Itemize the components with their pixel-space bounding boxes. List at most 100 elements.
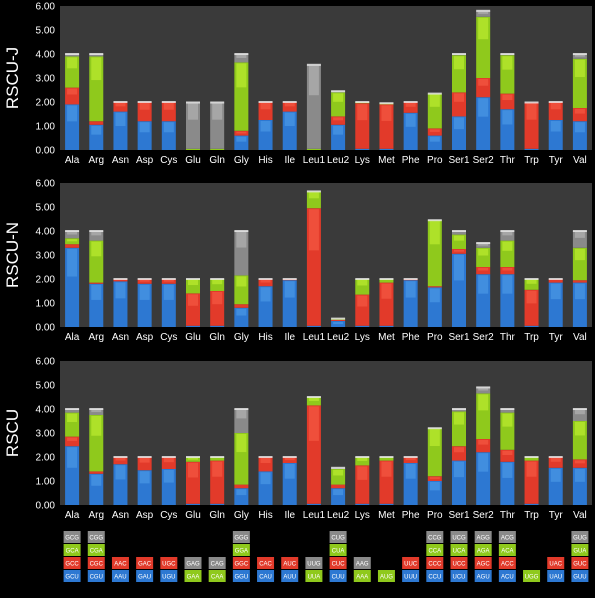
codon-legend-label: GGU (235, 575, 249, 581)
codon-legend-box (571, 544, 589, 556)
codon-legend-box (160, 557, 178, 569)
x-tick-label: Pro (427, 155, 443, 166)
x-tick-label: Lys (355, 510, 370, 521)
bar-segment (89, 283, 104, 327)
bar-segment (65, 247, 80, 327)
codon-legend-label: ACU (501, 575, 514, 581)
bar-highlight (115, 458, 126, 461)
codon-legend-label: GAU (138, 575, 151, 581)
x-tick-label: Leu1 (303, 332, 326, 343)
codon-legend-label: UAU (549, 575, 562, 581)
bar-segment (65, 56, 80, 88)
bar-segment (452, 253, 466, 327)
bar-highlight (115, 465, 126, 480)
bar-cap (210, 101, 225, 104)
bar-segment (306, 208, 321, 326)
bar-cap (403, 456, 418, 458)
bar-segment (161, 469, 176, 505)
x-tick-label: Thr (500, 155, 516, 166)
bar-highlight (236, 63, 247, 88)
codon-legend-box (208, 570, 226, 582)
bar-segment (379, 148, 394, 150)
bar-highlight (574, 122, 585, 133)
bar-segment (65, 54, 80, 57)
bar-highlight (550, 468, 561, 482)
bar-segment (452, 55, 466, 93)
bar-highlight (381, 105, 392, 121)
codon-legend-label: AAA (356, 575, 368, 581)
bar-highlight (478, 79, 489, 86)
y-tick-label: 4.00 (36, 50, 56, 61)
codon-legend-box (63, 544, 81, 556)
x-tick-label: Gly (234, 155, 249, 166)
bar-highlight (478, 17, 489, 40)
bar-segment (331, 484, 346, 489)
bar-highlight (381, 461, 392, 477)
bar-cap (572, 230, 587, 232)
bar-segment (234, 275, 249, 305)
bar-segment (331, 321, 346, 327)
codon-legend-box (232, 557, 250, 569)
x-tick-label: Asn (112, 155, 129, 166)
codon-legend-box (305, 557, 323, 569)
bar-cap (306, 63, 321, 66)
bar-segment (355, 325, 370, 327)
bar-highlight (284, 458, 295, 461)
bar-segment (186, 457, 200, 462)
bar-segment (306, 325, 321, 327)
bar-highlight (139, 122, 150, 133)
bar-segment (282, 457, 297, 463)
bar-segment (427, 128, 442, 136)
bar-segment (113, 457, 128, 465)
bar-cap (210, 278, 225, 280)
bar-highlight (115, 282, 126, 299)
bar-segment (306, 148, 321, 150)
bar-segment (548, 120, 563, 150)
bar-segment (500, 274, 515, 327)
codon-legend-box (87, 557, 105, 569)
bar-segment (282, 102, 297, 112)
bar-highlight (502, 413, 513, 427)
codon-legend-box (63, 570, 81, 582)
bar-cap (572, 53, 587, 55)
bar-highlight (357, 466, 368, 480)
bar-segment (572, 421, 587, 460)
bar-highlight (212, 103, 223, 120)
bar-highlight (429, 94, 440, 107)
x-tick-label: Thr (500, 332, 516, 343)
bar-highlight (454, 250, 464, 252)
x-tick-label: Ser1 (448, 332, 470, 343)
bar-segment (331, 92, 346, 117)
bar-highlight (188, 294, 198, 306)
bar-highlight (454, 93, 464, 102)
bar-segment (89, 231, 104, 241)
x-tick-label: Thr (500, 510, 516, 521)
codon-legend-box (329, 531, 347, 543)
x-tick-label: Phe (402, 155, 420, 166)
bar-segment (258, 471, 273, 505)
bar-segment (137, 470, 152, 505)
bar-highlight (67, 239, 78, 242)
bar-highlight (67, 447, 78, 468)
codon-legend-label: AUG (380, 575, 393, 581)
bar-highlight (429, 136, 440, 142)
bar-highlight (502, 110, 513, 125)
y-tick-label: 3.00 (36, 251, 56, 262)
bar-cap (282, 456, 297, 458)
codon-legend-box (281, 557, 299, 569)
codon-legend-box (571, 531, 589, 543)
bar-segment (234, 307, 249, 327)
bar-cap (161, 456, 176, 458)
bar-segment (306, 191, 321, 209)
codon-legend-box (571, 570, 589, 582)
bar-segment (65, 409, 80, 413)
bar-highlight (526, 290, 537, 304)
x-tick-label: Leu1 (303, 155, 326, 166)
codon-legend-label: CAU (259, 575, 272, 581)
bar-segment (572, 231, 587, 248)
codon-legend-label: CGG (89, 536, 103, 542)
bar-highlight (550, 283, 561, 300)
bar-highlight (284, 464, 295, 479)
bar-segment (452, 116, 466, 150)
